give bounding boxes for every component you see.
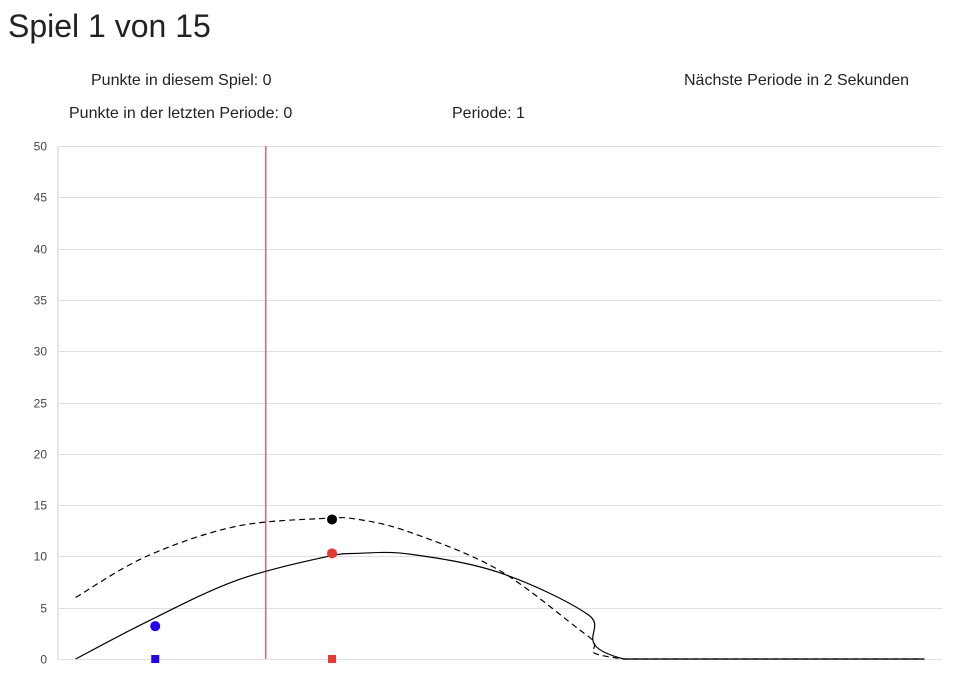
- points-last-period: Punkte in der letzten Periode: 0: [69, 105, 293, 122]
- y-tick-label: 20: [34, 448, 48, 462]
- y-tick-label: 30: [34, 345, 48, 359]
- period-indicator: Periode: 1: [452, 105, 525, 122]
- y-tick-label: 45: [34, 191, 48, 205]
- y-tick-label: 35: [34, 294, 48, 308]
- y-tick-label: 0: [40, 653, 47, 667]
- dashed-curve: [75, 517, 925, 660]
- y-tick-label: 40: [34, 243, 48, 257]
- blue-circle-marker: [150, 621, 161, 632]
- blue-square-marker: [151, 655, 160, 663]
- y-tick-label: 25: [34, 397, 48, 411]
- y-tick-label: 10: [34, 550, 48, 564]
- y-tick-label: 5: [40, 602, 47, 616]
- y-tick-label: 50: [34, 140, 48, 154]
- red-square-marker: [328, 655, 337, 663]
- points-this-game: Punkte in diesem Spiel: 0: [91, 72, 272, 89]
- red-circle-marker: [327, 548, 338, 559]
- y-tick-label: 15: [34, 499, 48, 513]
- next-period-countdown: Nächste Periode in 2 Sekunden: [684, 72, 910, 89]
- black-circle-marker: [327, 514, 338, 525]
- solid-curve: [75, 551, 925, 660]
- page-title: Spiel 1 von 15: [8, 8, 211, 44]
